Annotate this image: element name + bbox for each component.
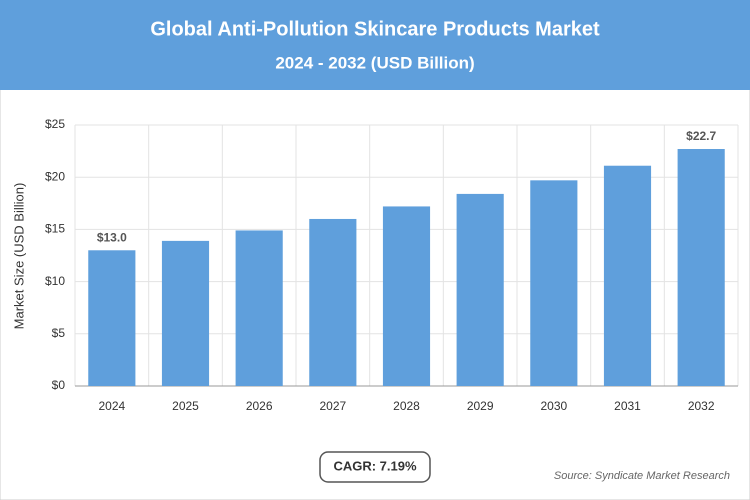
bar <box>677 149 725 386</box>
x-tick-label: 2025 <box>172 399 199 413</box>
x-tick-label: 2027 <box>319 399 346 413</box>
x-tick-label: 2030 <box>540 399 567 413</box>
x-tick-label: 2029 <box>467 399 494 413</box>
source: Source: Syndicate Market Research <box>554 470 730 482</box>
bar <box>530 180 578 386</box>
cagr-box <box>319 451 431 483</box>
value-label: $22.7 <box>686 129 716 143</box>
y-tick-label: $5 <box>52 326 66 340</box>
y-tick-label: $0 <box>52 378 66 392</box>
bar <box>603 165 652 386</box>
x-tick-label: 2024 <box>98 399 125 413</box>
x-tick-label: 2028 <box>393 399 420 413</box>
y-axis-label: Market Size (USD Billion) <box>11 183 26 330</box>
y-tick-label: $15 <box>45 222 65 236</box>
bar <box>235 230 283 386</box>
bar <box>382 206 431 386</box>
cagr-text: CAGR: 7.19% <box>333 458 417 473</box>
bar <box>161 240 210 386</box>
bar <box>456 193 504 386</box>
bar <box>88 250 136 386</box>
y-tick-label: $10 <box>45 274 65 288</box>
x-tick-label: 2026 <box>246 399 273 413</box>
chart-title: Global Anti-Pollution Skincare Products … <box>150 18 600 40</box>
y-tick-label: $25 <box>45 117 65 131</box>
x-tick-label: 2032 <box>688 399 715 413</box>
chart-subtitle: 2024 - 2032 (USD Billion) <box>275 53 474 72</box>
value-label: $13.0 <box>97 230 127 244</box>
header-band <box>0 0 750 90</box>
bar <box>309 218 357 386</box>
x-tick-label: 2031 <box>614 399 641 413</box>
y-tick-label: $20 <box>45 169 65 183</box>
